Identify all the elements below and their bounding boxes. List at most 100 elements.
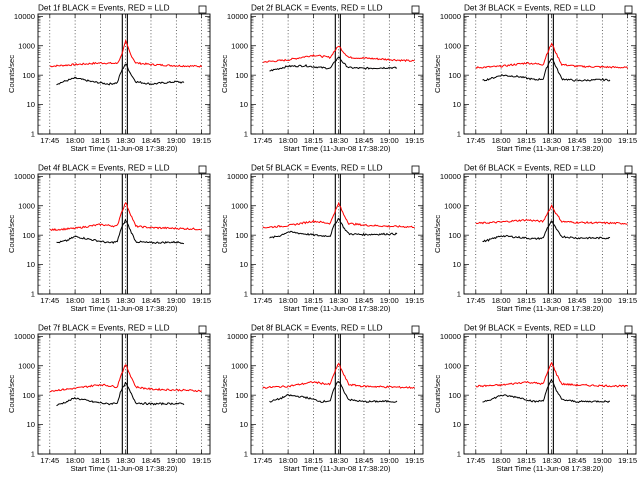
y-tick-label: 10 <box>27 260 35 269</box>
x-axis-label: Start Time (11-Jun-08 17:38:20) <box>496 304 604 313</box>
y-tick-label: 100 <box>448 391 461 400</box>
x-tick-label: 18:15 <box>304 136 323 145</box>
y-tick-label: 10000 <box>440 12 461 21</box>
y-tick-label: 100 <box>235 71 248 80</box>
series-line-events <box>269 56 398 72</box>
x-tick-label: 18:45 <box>567 136 586 145</box>
y-tick-label: 10000 <box>14 172 35 181</box>
y-tick-label: 10000 <box>227 332 248 341</box>
x-tick-label: 19:15 <box>618 456 637 465</box>
x-tick-label: 18:15 <box>304 456 323 465</box>
series-line-lld <box>475 204 628 225</box>
x-tick-label: 18:30 <box>329 136 348 145</box>
x-tick-label: 19:00 <box>380 456 399 465</box>
y-tick-label: 1 <box>31 450 35 459</box>
plot-frame <box>37 13 211 135</box>
x-axis-label: Start Time (11-Jun-08 17:38:20) <box>283 304 391 313</box>
x-axis-label: Start Time (11-Jun-08 17:38:20) <box>70 144 178 153</box>
plot-frame <box>463 333 637 455</box>
y-tick-label: 10 <box>240 100 248 109</box>
panel-3: Det 3f BLACK = Events, RED = LLD 17:45 18:… <box>433 4 637 154</box>
y-tick-label: 1000 <box>231 201 248 210</box>
series-line-lld <box>262 45 415 63</box>
plot-frame <box>37 173 211 295</box>
y-tick-label: 100 <box>235 231 248 240</box>
panel-title: Det 5f BLACK = Events, RED = LLD <box>251 164 383 173</box>
x-tick-label: 18:30 <box>542 456 561 465</box>
y-tick-label: 1 <box>457 130 461 139</box>
series-line-events <box>56 381 185 407</box>
y-tick-label: 1000 <box>231 41 248 50</box>
panel-title: Det 1f BLACK = Events, RED = LLD <box>38 4 170 13</box>
x-tick-label: 18:15 <box>517 456 536 465</box>
y-tick-label: 1000 <box>231 361 248 370</box>
y-tick-label: 1000 <box>444 41 461 50</box>
y-axis-label: Counts/sec <box>220 375 229 413</box>
x-tick-label: 18:45 <box>567 296 586 305</box>
panel-title: Det 7f BLACK = Events, RED = LLD <box>38 324 170 333</box>
panel-title: Det 2f BLACK = Events, RED = LLD <box>251 4 383 13</box>
panel-title: Det 8f BLACK = Events, RED = LLD <box>251 324 383 333</box>
series-line-events <box>482 220 611 243</box>
x-tick-label: 17:45 <box>40 136 59 145</box>
series-line-events <box>56 63 185 86</box>
panel-6: Det 6f BLACK = Events, RED = LLD 17:45 18:… <box>433 164 637 314</box>
panel-2: Det 2f BLACK = Events, RED = LLD 17:45 18:… <box>220 4 424 154</box>
x-tick-label: 17:45 <box>253 296 272 305</box>
x-tick-label: 19:15 <box>192 456 211 465</box>
y-tick-label: 10 <box>240 420 248 429</box>
legend-box <box>198 5 207 14</box>
y-tick-label: 1000 <box>18 41 35 50</box>
y-tick-label: 10000 <box>14 332 35 341</box>
panel-title: Det 3f BLACK = Events, RED = LLD <box>464 4 596 13</box>
y-axis-label: Counts/sec <box>433 55 442 93</box>
x-axis-label: Start Time (11-Jun-08 17:38:20) <box>70 304 178 313</box>
x-tick-label: 18:30 <box>116 456 135 465</box>
x-tick-label: 18:45 <box>354 456 373 465</box>
x-tick-label: 18:15 <box>304 296 323 305</box>
y-tick-label: 1000 <box>444 361 461 370</box>
x-tick-label: 18:15 <box>91 456 110 465</box>
series-line-lld <box>49 39 203 68</box>
x-tick-label: 18:00 <box>279 456 298 465</box>
y-tick-label: 10 <box>240 260 248 269</box>
y-tick-label: 1 <box>244 290 248 299</box>
x-tick-label: 19:00 <box>167 136 186 145</box>
x-tick-label: 18:00 <box>66 136 85 145</box>
x-axis-label: Start Time (11-Jun-08 17:38:20) <box>283 464 391 473</box>
x-tick-label: 18:00 <box>492 456 511 465</box>
x-axis-label: Start Time (11-Jun-08 17:38:20) <box>496 144 604 153</box>
y-tick-label: 10 <box>27 100 35 109</box>
x-tick-label: 18:00 <box>279 136 298 145</box>
x-tick-label: 19:15 <box>618 136 637 145</box>
series-line-lld <box>475 42 629 69</box>
x-tick-label: 19:15 <box>192 136 211 145</box>
y-tick-label: 100 <box>448 231 461 240</box>
series-line-events <box>56 218 185 245</box>
y-tick-label: 1 <box>457 290 461 299</box>
y-tick-label: 1000 <box>18 361 35 370</box>
y-tick-label: 10000 <box>440 172 461 181</box>
x-tick-label: 17:45 <box>253 456 272 465</box>
panel-title: Det 4f BLACK = Events, RED = LLD <box>38 164 170 173</box>
plot-frame <box>250 173 424 295</box>
x-tick-label: 19:15 <box>405 456 424 465</box>
series-line-events <box>482 58 611 82</box>
y-tick-label: 10 <box>453 100 461 109</box>
x-tick-label: 18:45 <box>141 296 160 305</box>
legend-box <box>624 325 633 334</box>
x-tick-label: 19:00 <box>167 456 186 465</box>
y-axis-label: Counts/sec <box>220 55 229 93</box>
x-tick-label: 19:00 <box>167 296 186 305</box>
plot-frame <box>463 173 637 295</box>
series-line-lld <box>475 361 628 388</box>
x-tick-label: 19:00 <box>593 136 612 145</box>
y-tick-label: 10 <box>453 260 461 269</box>
x-tick-label: 18:30 <box>542 136 561 145</box>
x-tick-label: 18:30 <box>116 136 135 145</box>
x-tick-label: 19:15 <box>192 296 211 305</box>
x-tick-label: 18:30 <box>542 296 561 305</box>
x-tick-label: 19:00 <box>380 296 399 305</box>
y-axis-label: Counts/sec <box>433 215 442 253</box>
